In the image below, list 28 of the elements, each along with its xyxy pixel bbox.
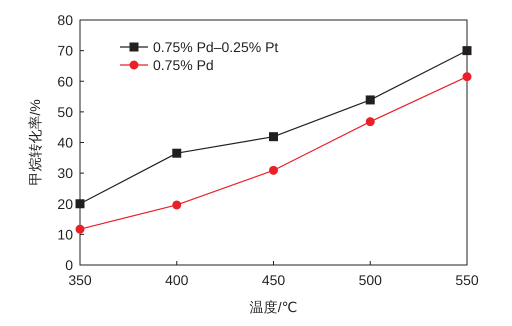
y-axis-title: 甲烷转化率/%	[27, 99, 43, 186]
y-tick-label: 80	[57, 12, 74, 28]
x-tick-label: 450	[262, 272, 286, 288]
y-tick-label: 30	[57, 165, 74, 182]
x-tick-label: 550	[455, 272, 479, 288]
y-tick-label: 60	[57, 73, 74, 90]
legend-label: 0.75% Pd	[153, 57, 214, 73]
point	[269, 166, 278, 175]
y-tick-label: 0	[65, 257, 74, 273]
point	[172, 148, 182, 158]
x-tick-label: 500	[358, 272, 382, 288]
point	[462, 46, 472, 56]
y-tick-label: 50	[57, 104, 74, 120]
y-tick-label: 20	[57, 196, 74, 212]
y-tick-label: 40	[57, 134, 74, 150]
point	[462, 72, 472, 82]
point	[269, 132, 278, 142]
point	[76, 224, 84, 234]
y-tick-label: 10	[57, 226, 74, 242]
x-tick-label: 400	[165, 272, 189, 288]
point	[366, 117, 375, 126]
point	[366, 95, 375, 104]
x-axis-title: 温度/℃	[250, 299, 298, 315]
y-tick-label: 70	[57, 42, 74, 59]
x-tick-label: 350	[68, 272, 92, 288]
point	[76, 199, 84, 208]
legend-label: 0.75% Pd–0.25% Pt	[153, 39, 278, 55]
point	[172, 200, 182, 210]
